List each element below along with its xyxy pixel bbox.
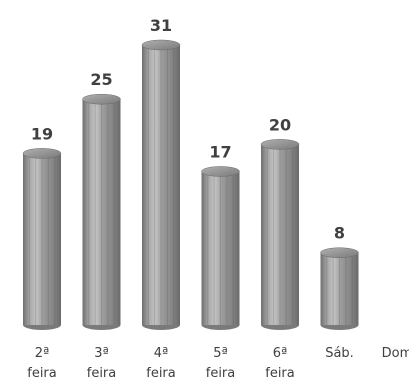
- category-label: 6ª: [273, 346, 287, 361]
- category-label: feira: [87, 366, 117, 381]
- value-label: 8: [334, 224, 345, 243]
- bar-cap: [201, 166, 240, 177]
- category-label: Dom.: [382, 346, 409, 361]
- bar-body: [261, 144, 299, 325]
- category-label: 4ª: [154, 346, 168, 361]
- value-label: 31: [150, 16, 172, 35]
- bar-cap: [22, 148, 62, 159]
- value-label: 20: [269, 115, 291, 134]
- category-label: 2ª: [35, 346, 49, 361]
- bar-body: [201, 171, 240, 325]
- value-label: 19: [31, 124, 53, 143]
- category-label: 3ª: [94, 346, 108, 361]
- bar-body: [23, 153, 61, 325]
- bar-cap: [82, 93, 121, 105]
- bar-0: [22, 148, 62, 330]
- bar-body: [320, 252, 359, 325]
- bar-cap: [141, 39, 181, 51]
- bar-5: [320, 247, 359, 330]
- bar-4: [260, 139, 300, 330]
- category-label: feira: [206, 366, 236, 381]
- category-label: feira: [146, 366, 176, 381]
- value-label: 25: [90, 70, 112, 89]
- category-label: feira: [27, 366, 57, 381]
- bar-3: [201, 166, 240, 330]
- bar-body: [82, 99, 121, 326]
- bar-cap: [320, 247, 359, 258]
- category-label: Sáb.: [325, 346, 354, 361]
- bar-2: [141, 39, 181, 330]
- value-label: 17: [209, 142, 231, 161]
- category-label: feira: [265, 366, 295, 381]
- bar-body: [142, 45, 180, 325]
- bar-cap: [260, 139, 300, 150]
- bar-1: [82, 93, 121, 330]
- category-label: 5ª: [213, 346, 227, 361]
